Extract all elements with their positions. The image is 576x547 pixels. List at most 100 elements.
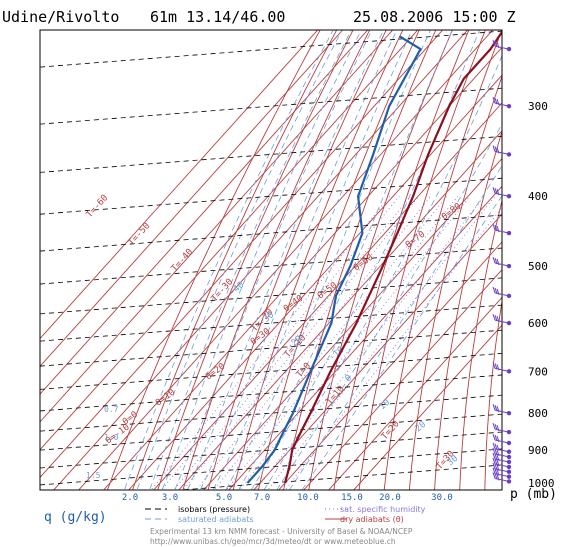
humidity-line xyxy=(195,195,432,490)
isotherm-label: T=10 xyxy=(325,384,347,407)
isotherm-line xyxy=(128,74,502,490)
station-name: Udine/Rivolto xyxy=(2,8,119,26)
legend-label: sat. specific humidity xyxy=(340,505,426,514)
wind-barbs xyxy=(492,39,512,484)
pressure-tick-label: 500 xyxy=(528,260,548,273)
profile-series xyxy=(246,30,502,484)
forecast-datetime: 25.08.2006 15:00 Z xyxy=(353,8,516,26)
wind-barb xyxy=(492,422,510,433)
saturated-adiabat-line xyxy=(174,30,373,490)
humidity-line xyxy=(161,195,400,490)
isobar-line xyxy=(40,177,502,215)
wind-barb xyxy=(492,403,510,414)
pressure-tick-label: 400 xyxy=(528,190,548,203)
isotherm-line xyxy=(53,30,469,490)
dry-adiabat-lines xyxy=(106,0,576,498)
humidity-lines xyxy=(150,195,502,490)
wind-barb xyxy=(492,187,510,197)
saturated-adiabat-lines xyxy=(123,30,502,490)
pressure-tick-label: 800 xyxy=(528,407,548,420)
isotherm-line xyxy=(253,213,502,490)
footer-model: Experimental 13 km NMM forecast - Univer… xyxy=(150,527,413,536)
legend: isobars (pressure) sat. specific humidity… xyxy=(145,505,426,524)
wind-barb xyxy=(492,145,510,155)
isobar-line xyxy=(40,247,502,285)
isotherm-line xyxy=(40,30,394,423)
humidity-tick-label: 3.0 xyxy=(162,493,178,503)
dry-adiabat-line xyxy=(132,30,338,490)
wind-barb xyxy=(492,286,510,297)
humidity-line xyxy=(150,195,391,490)
humidity-line xyxy=(173,195,411,490)
isotherm-line xyxy=(228,185,502,490)
pressure-axis: 2003004005006007008009001000 xyxy=(528,100,555,490)
theta-label: θ=10 xyxy=(154,388,177,409)
dry-adiabat-line xyxy=(535,0,576,498)
pressure-axis-label: p (mb) xyxy=(510,487,557,502)
q-axis-label: q (g/kg) xyxy=(44,510,107,525)
isotherm-line xyxy=(278,241,502,490)
footer-links: http://www.unibas.ch/geo/mcr/3d/meteo/dt… xyxy=(150,537,396,546)
wind-barb xyxy=(492,442,510,453)
dry-adiabat-line xyxy=(559,0,576,498)
wind-barb xyxy=(492,96,510,107)
saturated-adiabat-line xyxy=(288,165,502,490)
isobar-lines xyxy=(40,30,502,490)
saturated-adiabat-line xyxy=(212,30,413,490)
humidity-tick-label: 2.0 xyxy=(122,493,138,503)
isobar-line xyxy=(40,87,502,125)
pressure-tick-label: 1000 xyxy=(528,477,555,490)
legend-label: saturated adiabats xyxy=(178,515,254,524)
humidity-small-label: 0.7 xyxy=(104,405,119,414)
humidity-tick-label: 15.0 xyxy=(341,493,363,503)
saturated-adiabat-line xyxy=(123,30,334,490)
isotherm-line xyxy=(178,130,502,490)
isotherm-line xyxy=(78,30,494,490)
saturated-adiabat-line xyxy=(136,30,343,490)
wind-barb xyxy=(492,457,510,468)
humidity-axis: 2.0 3.0 5.0 7.0 10.0 15.0 20.0 30.0 xyxy=(122,493,453,503)
wind-barb xyxy=(492,452,510,463)
humidity-tick-label: 20.0 xyxy=(379,493,401,503)
wind-barb xyxy=(492,256,510,267)
theta-label: θ=80 xyxy=(440,202,463,223)
dry-adiabat-line xyxy=(484,298,502,490)
isotherm-label: T=-60 xyxy=(85,193,111,220)
dry-adiabat-line xyxy=(358,30,486,490)
isotherm-line xyxy=(103,46,502,490)
dry-adiabat-line xyxy=(182,30,371,490)
isotherm-line xyxy=(40,30,344,368)
theta-label: θ=60 xyxy=(352,253,375,274)
moist-label: 10 xyxy=(378,398,393,413)
plot-frame xyxy=(39,29,503,491)
isotherm-line xyxy=(303,268,502,490)
isotherm-line xyxy=(40,30,319,340)
pressure-tick-label: 900 xyxy=(528,444,548,457)
isotherm-label: T=-50 xyxy=(127,221,153,248)
humidity-line xyxy=(239,195,471,490)
isotherm-line xyxy=(353,324,502,490)
legend-label: dry adiabats (θ) xyxy=(340,515,404,524)
saturated-adiabat-line xyxy=(149,30,352,490)
humidity-line xyxy=(225,195,459,490)
saturated-adiabat-line xyxy=(186,30,385,490)
wind-barb xyxy=(492,223,510,234)
dry-adiabat-line xyxy=(459,198,502,490)
wind-barb xyxy=(492,447,510,458)
pressure-tick-label: 300 xyxy=(528,100,548,113)
dry-adiabat-line xyxy=(207,30,387,490)
dry-adiabat-line xyxy=(510,0,576,498)
dry-adiabat-line xyxy=(106,30,321,490)
isotherm-line xyxy=(328,296,502,490)
wind-barb xyxy=(492,472,510,482)
legend-label: isobars (pressure) xyxy=(178,505,250,514)
pressure-tick-label: 600 xyxy=(528,317,548,330)
moist-label: 0 xyxy=(344,373,355,384)
saturated-adiabat-line xyxy=(225,30,431,490)
saturated-adiabat-line xyxy=(238,30,453,490)
humidity-tick-label: 10.0 xyxy=(297,493,319,503)
station-info: 61m 13.14/46.00 xyxy=(150,8,285,26)
wind-barb xyxy=(492,462,510,473)
saturated-adiabat-line xyxy=(161,30,362,490)
isotherm-line xyxy=(40,30,419,451)
